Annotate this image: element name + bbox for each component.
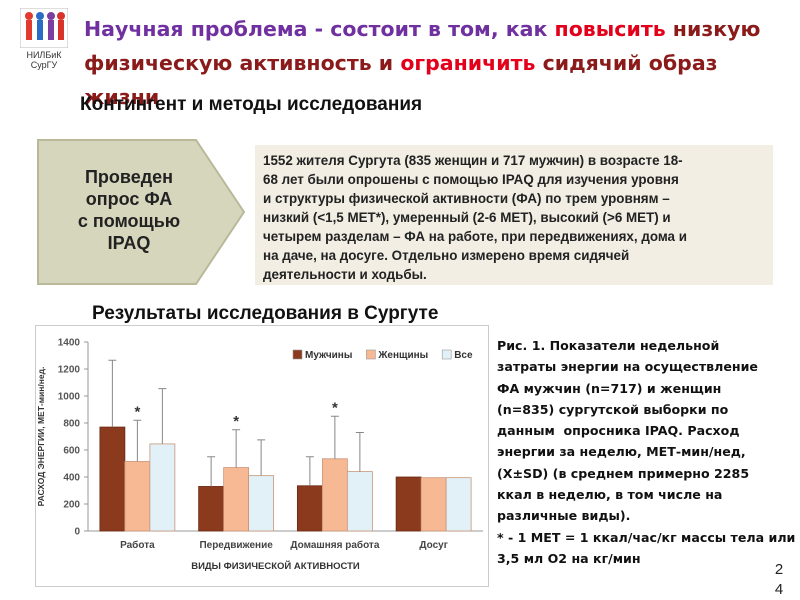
error-bar bbox=[330, 415, 339, 459]
y-tick-label: 400 bbox=[63, 473, 80, 484]
page-digit: 2 bbox=[774, 561, 784, 578]
x-tick-label: Досуг bbox=[419, 540, 448, 551]
slide-title: Научная проблема - состоит в том, как по… bbox=[84, 12, 794, 114]
error-bar bbox=[257, 439, 266, 476]
significance-marker: * bbox=[332, 399, 338, 416]
section-heading: Результаты исследования в Сургуте bbox=[92, 303, 439, 324]
legend-swatch bbox=[292, 349, 303, 360]
x-tick-label: Передвижение bbox=[199, 540, 273, 551]
method-text: 1552 жителя Сургута (835 женщин и 717 му… bbox=[255, 145, 773, 285]
significance-marker: * bbox=[233, 413, 239, 430]
arrow-line: с помощью bbox=[77, 211, 181, 231]
bar bbox=[124, 461, 151, 532]
section-heading: Контингент и методы исследования bbox=[80, 94, 423, 115]
page-digit: 4 bbox=[774, 581, 784, 598]
arrow-shape bbox=[37, 139, 246, 285]
y-tick-label: 600 bbox=[63, 446, 80, 457]
title-segment: сидячий образ жизни bbox=[84, 51, 718, 109]
arrow-line: IPAQ bbox=[107, 233, 151, 253]
x-axis-label: ВИДЫ ФИЗИЧЕСКОЙ АКТИВНОСТИ bbox=[191, 560, 360, 572]
significance-marker: * bbox=[134, 403, 140, 420]
legend-label: Мужчины bbox=[305, 350, 352, 361]
caption-line: ккал в неделю, в том числе на bbox=[497, 487, 723, 503]
chart: 0 200 400 600 800 1000 1200 1400 РАСХОД ЭНЕРГИИ,… bbox=[35, 325, 489, 587]
y-tick-label: 200 bbox=[63, 500, 80, 511]
arrow-line: опрос ФА bbox=[85, 189, 173, 209]
y-tick-label: 1200 bbox=[58, 365, 81, 376]
x-tick-label: Работа bbox=[120, 539, 155, 551]
y-tick-label: 0 bbox=[74, 527, 80, 538]
logo-text: НИЛБиК bbox=[26, 50, 62, 60]
x-tick-label: Домашняя работа bbox=[290, 539, 379, 551]
caption-line: (X±SD) (в среднем примерно 2285 bbox=[497, 465, 750, 481]
bar bbox=[420, 477, 447, 532]
bar bbox=[445, 477, 472, 532]
bar bbox=[248, 475, 275, 532]
error-bar bbox=[158, 388, 167, 444]
title-segment: Научная проблема - состоит в том, как bbox=[84, 17, 555, 41]
y-tick-label: 1400 bbox=[58, 338, 81, 349]
caption-line: * - 1 МЕТ = 1 ккал/час/кг массы тела или bbox=[497, 529, 796, 545]
logo: НИЛБиК СурГУ bbox=[18, 7, 70, 74]
bar bbox=[149, 443, 176, 532]
text-line: на даче, на досуге. Отдельно измерено вр… bbox=[263, 248, 630, 263]
logo-text: СурГУ bbox=[30, 60, 58, 70]
legend-swatch bbox=[366, 349, 376, 360]
error-bar bbox=[305, 456, 314, 486]
bar bbox=[346, 471, 373, 532]
title-segment: ограничить bbox=[400, 51, 536, 75]
error-bar bbox=[355, 431, 364, 472]
caption-line: затраты энергии на осуществление bbox=[497, 359, 758, 375]
caption-line: различные виды). bbox=[497, 508, 631, 524]
error-bar bbox=[108, 359, 117, 428]
bar bbox=[321, 458, 348, 532]
caption-line: Рис. 1. Показатели недельной bbox=[497, 338, 720, 353]
caption-line: 3,5 мл О2 на кг/мин bbox=[497, 550, 641, 566]
bar bbox=[99, 426, 126, 532]
caption-line: энергии за неделю, МЕТ-мин/нед, bbox=[497, 444, 746, 460]
error-bar bbox=[207, 456, 216, 487]
legend-label: Все bbox=[454, 350, 473, 361]
error-bar bbox=[232, 429, 241, 468]
text-line: деятельности и ходьбы. bbox=[263, 267, 427, 282]
bar bbox=[395, 476, 422, 532]
error-bar bbox=[133, 419, 142, 462]
legend-swatch bbox=[441, 349, 452, 360]
text-line: четырем разделам – ФА на работе, при пер… bbox=[263, 229, 687, 244]
title-segment: повысить bbox=[554, 17, 666, 41]
bar bbox=[296, 485, 323, 532]
text-line: низкий (<1,5 МЕТ*), умеренный (2-6 МЕТ),… bbox=[263, 210, 671, 225]
y-axis-label: РАСХОД ЭНЕРГИИ, МЕТ-мин/нед. bbox=[36, 367, 46, 507]
caption-line: (n=835) сургутской выборки по bbox=[497, 401, 729, 417]
y-tick-label: 800 bbox=[63, 419, 80, 430]
logo-icon bbox=[19, 7, 69, 49]
text-line: 68 лет были опрошены с помощью IPAQ для … bbox=[263, 172, 679, 187]
bar bbox=[198, 486, 225, 532]
title-segment: низкую физическую активность и bbox=[84, 17, 761, 75]
y-tick-label: 1000 bbox=[58, 392, 81, 403]
caption-line: ФА мужчин (n=717) и женщин bbox=[497, 380, 722, 396]
caption-line: данным опросника IPAQ. Расход bbox=[497, 423, 740, 439]
arrow-line: Проведен bbox=[84, 167, 174, 187]
bar bbox=[223, 467, 250, 532]
legend-label: Женщины bbox=[377, 350, 428, 361]
arrow-text: Проведен опрос ФА с помощью IPAQ bbox=[44, 166, 214, 254]
figure-caption: Рис. 1. Показатели недельной затраты энер… bbox=[497, 335, 797, 569]
text-line: 1552 жителя Сургута (835 женщин и 717 му… bbox=[263, 153, 683, 168]
text-line: и структуры физической активности (ФА) п… bbox=[263, 191, 670, 206]
